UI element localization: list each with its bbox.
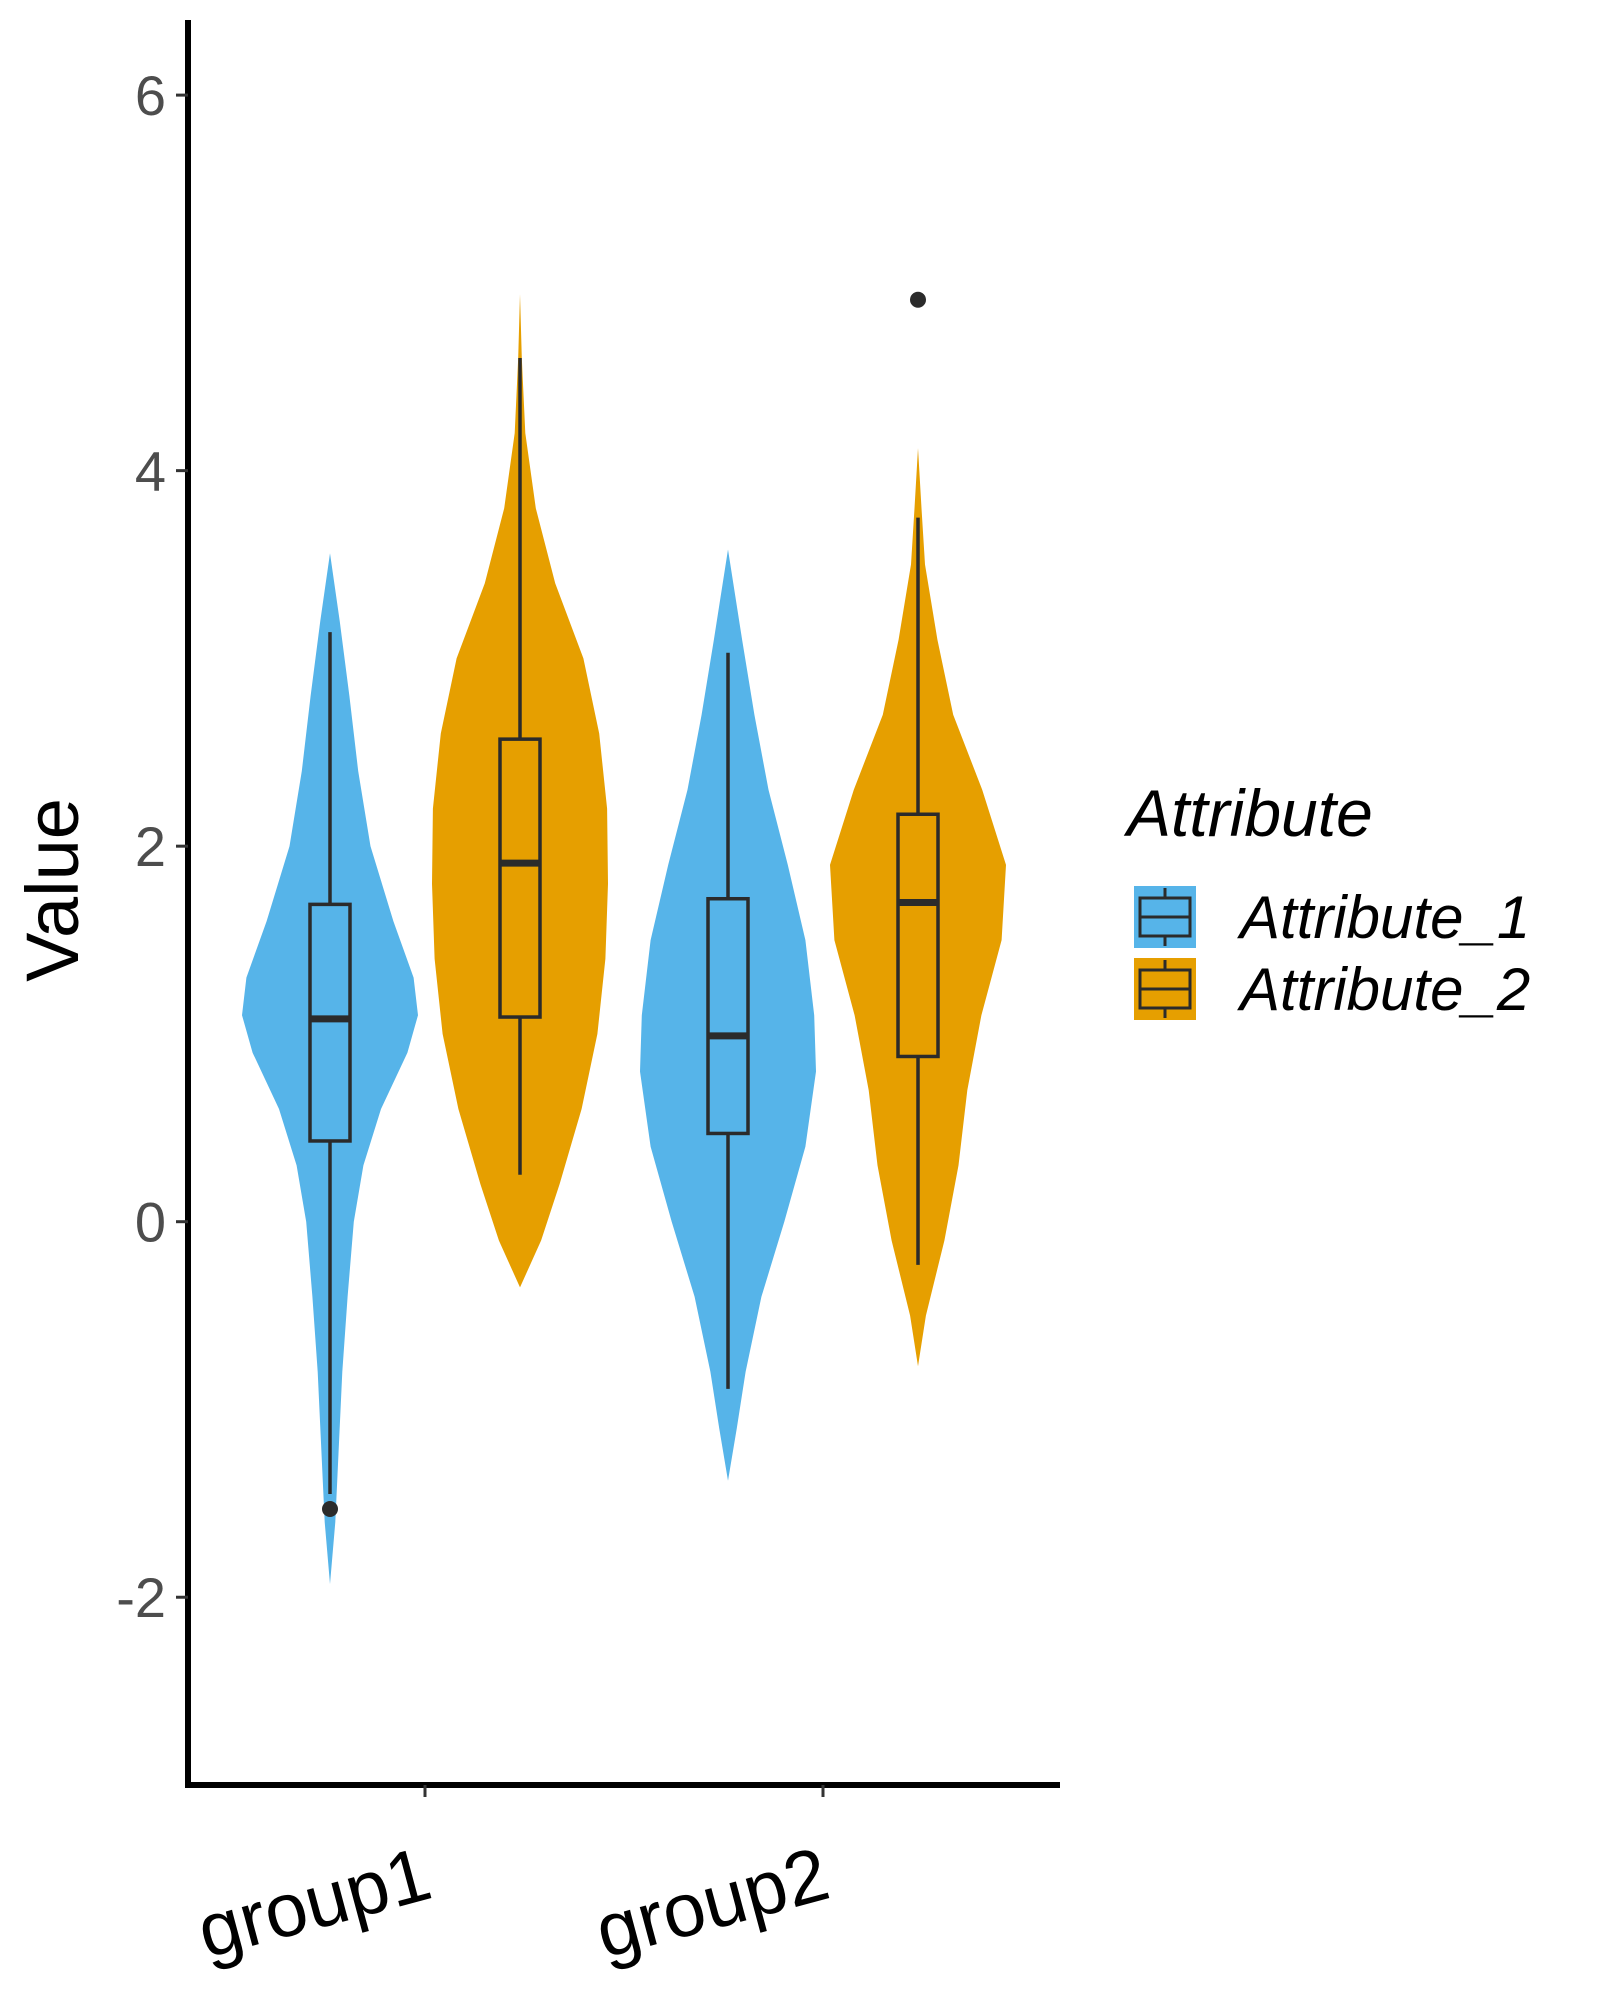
box-attribute_1-group1 (308, 902, 352, 1143)
violins-layer (242, 294, 1006, 1585)
legend-item-attribute_2: Attribute_2 (1134, 956, 1530, 1023)
outlier-attribute_2-group2-0 (910, 291, 926, 308)
y-tick-label: 6 (135, 64, 166, 127)
y-tick-label: 0 (135, 1191, 166, 1254)
y-tick-label: 4 (135, 440, 166, 503)
legend-title: Attribute (1123, 776, 1373, 850)
y-tick-label: -2 (116, 1566, 166, 1629)
legend-item-attribute_1: Attribute_1 (1134, 884, 1530, 951)
legend-label-attribute_2: Attribute_2 (1237, 956, 1530, 1023)
y-axis-title: Value (11, 798, 94, 982)
boxplots-layer (308, 291, 940, 1517)
box-attribute_2-group1 (498, 737, 542, 1019)
x-tick-label: group2 (587, 1831, 838, 1974)
box-attribute_1-group2 (706, 896, 750, 1136)
x-tick-label: group1 (189, 1831, 440, 1974)
legend-label-attribute_1: Attribute_1 (1237, 884, 1530, 951)
box-attribute_2-group2 (896, 812, 940, 1059)
outlier-attribute_1-group1-0 (322, 1500, 338, 1517)
y-tick-label: 2 (135, 815, 166, 878)
